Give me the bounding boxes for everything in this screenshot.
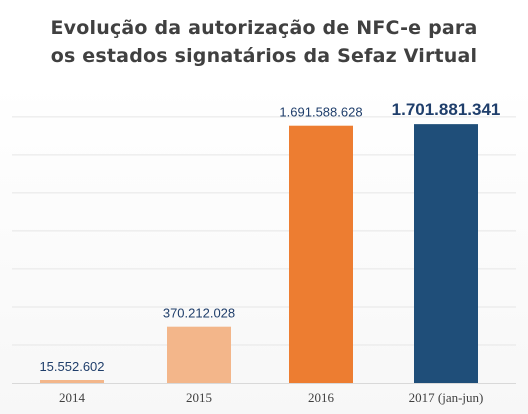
chart-title: Evolução da autorização de NFC-e para os… <box>0 14 528 70</box>
bar-2014 <box>40 380 104 383</box>
data-label-2: 1.691.588.628 <box>279 105 362 120</box>
data-label-3: 1.701.881.341 <box>392 100 501 119</box>
x-tick-label-0: 2014 <box>59 390 86 405</box>
chart-title-line-1: Evolução da autorização de NFC-e para <box>50 17 478 39</box>
bar-2015 <box>167 326 231 383</box>
x-tick-label-2: 2016 <box>308 390 335 405</box>
x-tick-label-3: 2017 (jan-jun) <box>409 390 484 405</box>
data-label-1: 370.212.028 <box>163 306 235 321</box>
x-tick-label-1: 2015 <box>186 390 212 405</box>
bar-2017-jan-jun- <box>414 124 478 383</box>
data-label-0: 15.552.602 <box>39 359 104 374</box>
bar-2016 <box>289 125 353 383</box>
chart-title-line-2: os estados signatários da Sefaz Virtual <box>50 45 478 67</box>
